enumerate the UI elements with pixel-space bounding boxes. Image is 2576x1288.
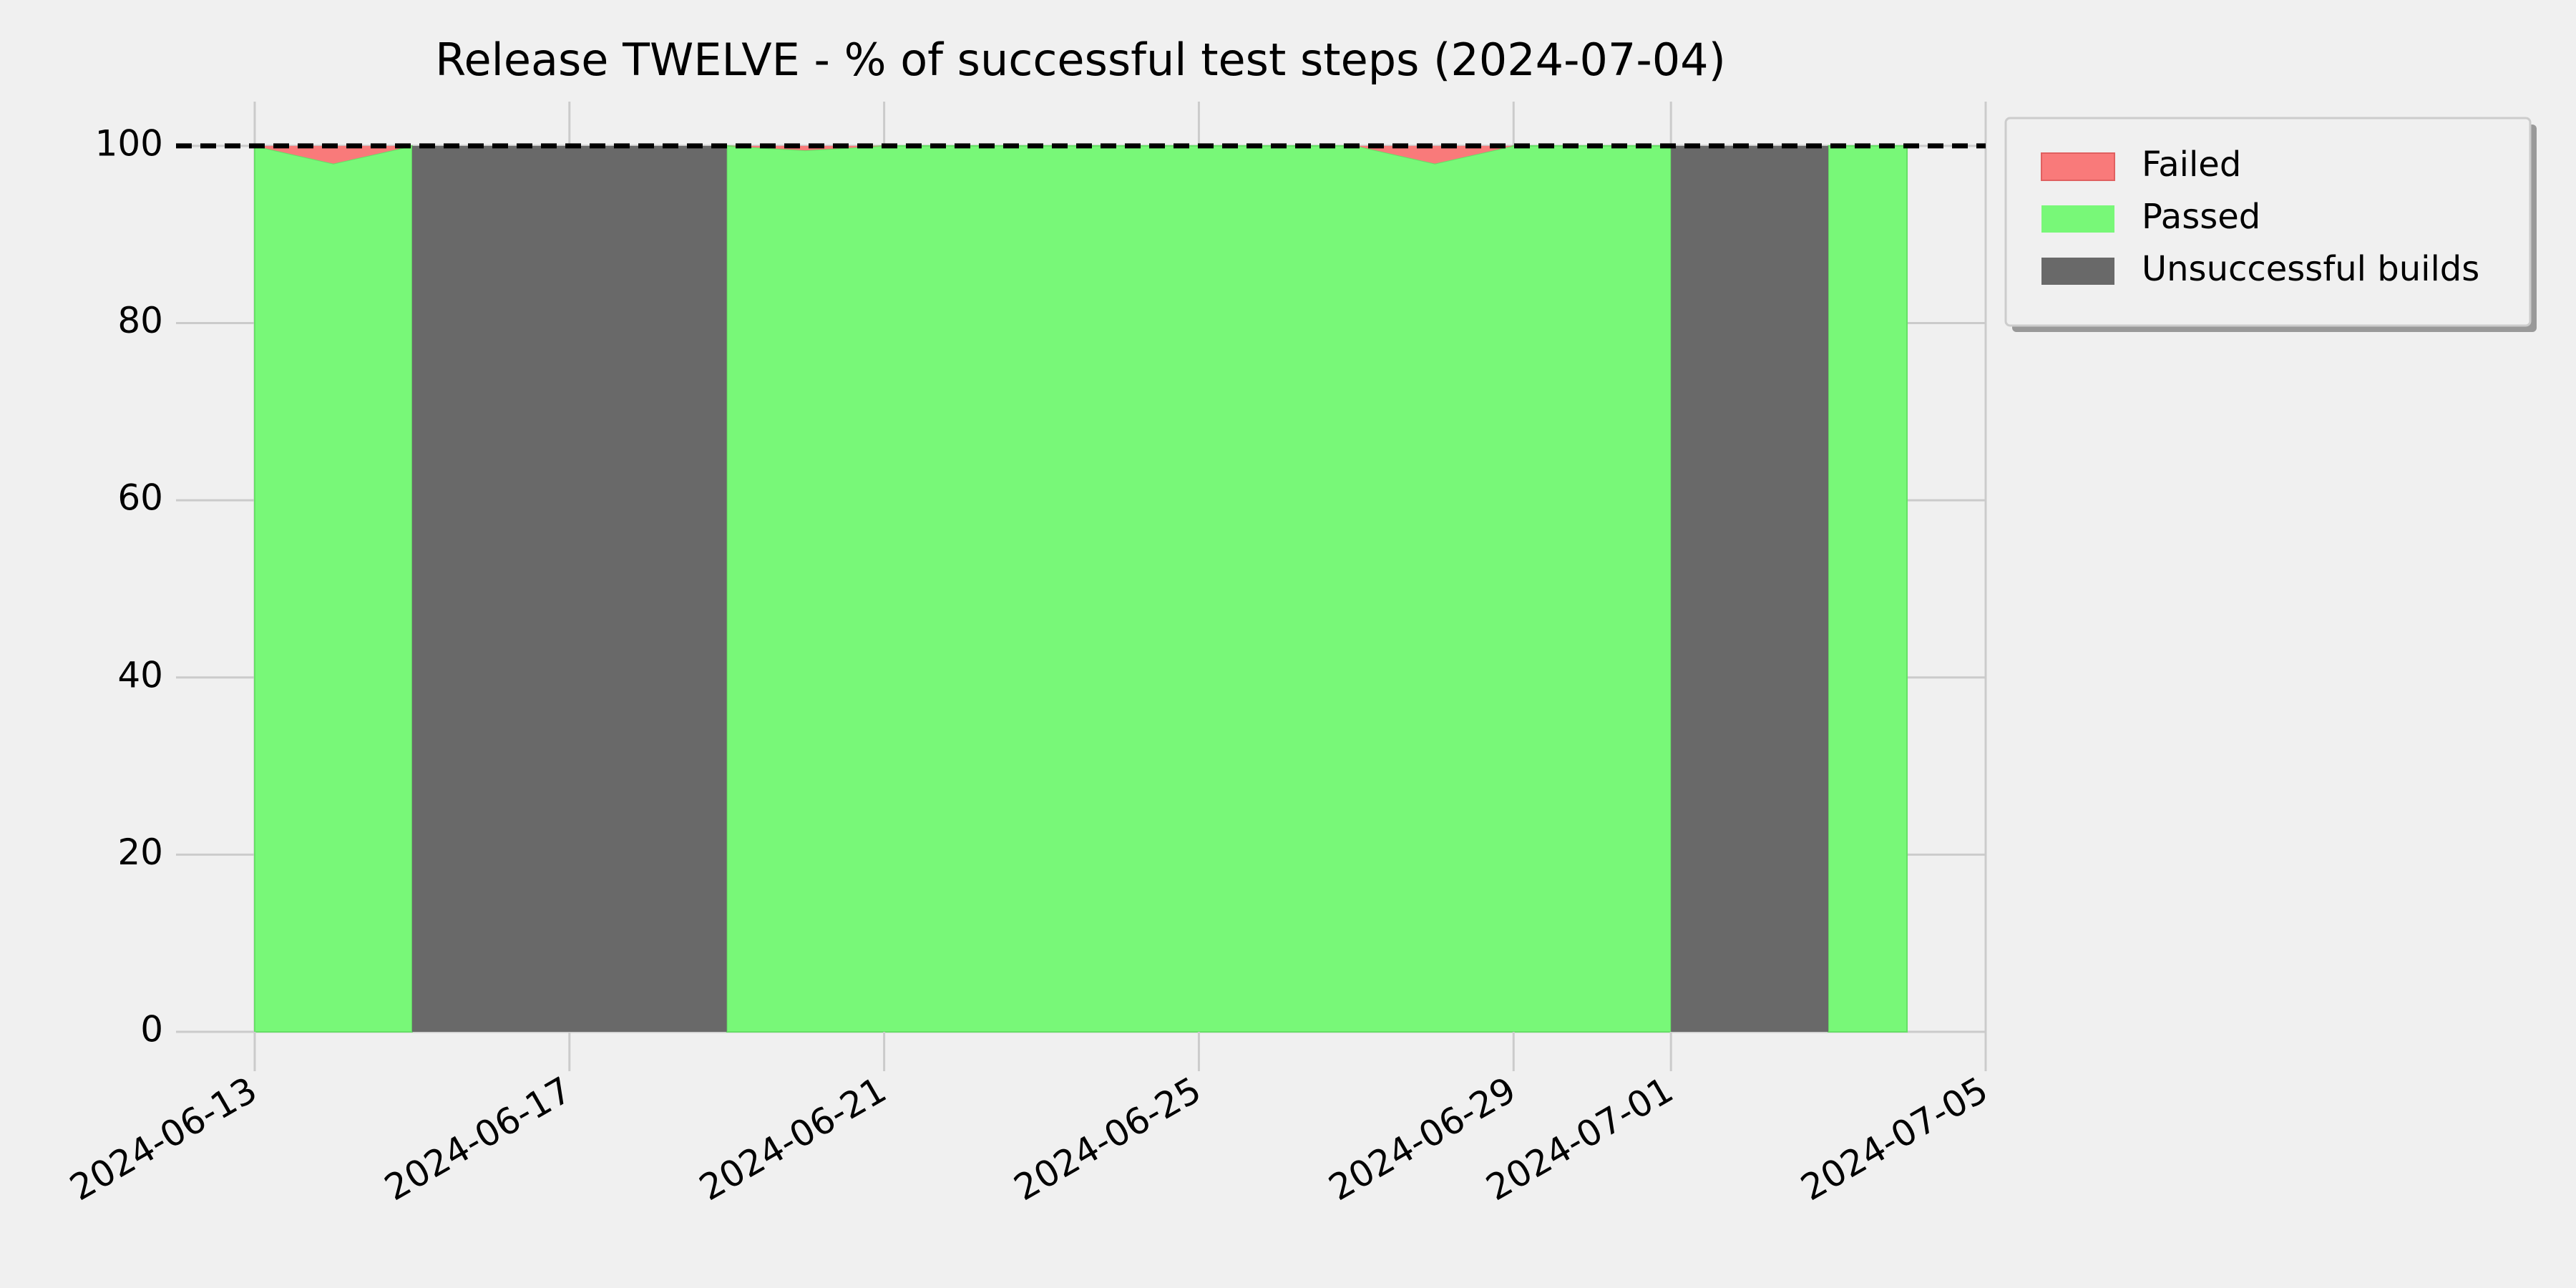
y-tick-label: 0 <box>140 1009 163 1050</box>
y-tick-label: 40 <box>117 654 163 696</box>
legend-label: Unsuccessful builds <box>2142 249 2479 289</box>
chart-title: Release TWELVE - % of successful test st… <box>435 34 1726 86</box>
legend-swatch <box>2041 258 2114 285</box>
y-tick-label: 60 <box>117 477 163 519</box>
legend-label: Failed <box>2142 145 2241 185</box>
failed-area <box>254 145 1908 164</box>
y-tick-label: 80 <box>117 300 163 341</box>
legend-swatch <box>2041 152 2115 181</box>
legend-label: Passed <box>2142 197 2260 237</box>
y-tick-label: 20 <box>117 831 163 873</box>
y-tick-label: 100 <box>95 122 163 164</box>
legend-swatch <box>2041 205 2114 233</box>
unsuccessful-build <box>411 145 727 1032</box>
unsuccessful-build <box>1671 145 1829 1032</box>
legend <box>2004 117 2532 327</box>
